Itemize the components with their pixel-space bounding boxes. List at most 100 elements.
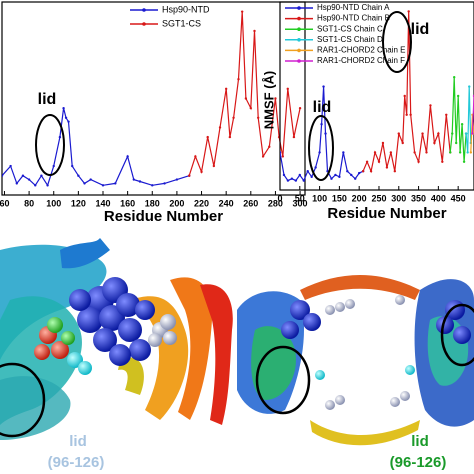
data-point — [403, 94, 406, 98]
data-point — [449, 151, 452, 154]
data-point — [21, 174, 25, 177]
legend-dot — [297, 38, 301, 42]
data-point — [64, 116, 68, 120]
data-point — [433, 141, 436, 145]
lid-label: lid — [411, 433, 429, 450]
x-tick-label: 150 — [332, 193, 347, 203]
data-point — [58, 135, 62, 139]
data-point — [460, 123, 464, 126]
x-tick-label: 400 — [431, 193, 446, 203]
data-point — [464, 132, 468, 135]
data-point — [101, 184, 105, 187]
x-tick-label: 100 — [46, 198, 61, 208]
data-point — [393, 170, 397, 173]
data-point — [361, 170, 365, 173]
plot-frame — [279, 1, 474, 191]
data-point — [244, 97, 248, 100]
data-point — [194, 155, 197, 158]
legend-label: Hsp90-NTD Chain A — [317, 3, 390, 12]
legend-label: SGT1-CS Chain D — [317, 35, 383, 44]
x-tick-label: 50 — [295, 193, 305, 203]
data-point — [218, 126, 222, 129]
data-point — [294, 179, 298, 182]
data-point — [175, 178, 179, 181]
data-point — [429, 104, 432, 107]
data-point — [425, 151, 428, 154]
data-point — [34, 184, 37, 187]
data-point — [253, 29, 256, 33]
data-point — [453, 76, 456, 79]
data-point — [405, 113, 408, 117]
data-point — [462, 160, 466, 163]
data-point — [15, 182, 18, 185]
x-tick-label: 60 — [0, 198, 9, 208]
data-point — [249, 106, 253, 110]
data-point — [126, 155, 129, 158]
data-point — [357, 171, 361, 175]
x-tick-label: 260 — [243, 198, 258, 208]
data-point — [437, 132, 440, 135]
data-point — [290, 177, 294, 180]
lid-label: lid — [69, 433, 87, 450]
data-point — [237, 78, 240, 81]
charts: 60 80 100 120 140 160 180 200 220 240 260 280 300 Res… — [0, 1, 474, 225]
data-point — [314, 166, 317, 169]
data-point — [441, 160, 444, 163]
data-point — [413, 151, 416, 154]
x-tick-label: 100 — [312, 193, 327, 203]
data-point — [292, 135, 296, 139]
legend-dot — [297, 48, 301, 53]
legend-dot — [297, 6, 301, 10]
legend-dot — [297, 16, 301, 21]
x-tick-label: 450 — [451, 193, 466, 203]
data-point — [365, 160, 369, 163]
annotation: lid — [411, 21, 430, 38]
data-point — [373, 151, 377, 154]
data-point — [256, 116, 260, 120]
data-point — [212, 164, 216, 168]
data-point — [9, 164, 12, 168]
data-point — [389, 151, 393, 154]
x-axis-label: Residue Number — [104, 208, 223, 225]
legend-label: SGT1-CS Chain C — [317, 24, 383, 33]
legend-dot — [297, 59, 301, 63]
data-point — [417, 160, 420, 163]
x-tick-label: 180 — [145, 198, 160, 208]
y-axis-label: NMSF (Å) — [261, 71, 276, 130]
x-tick-label: 300 — [391, 193, 406, 203]
data-point — [354, 177, 357, 180]
legend-label: Hsp90-NTD — [162, 4, 210, 14]
series-line — [449, 77, 467, 162]
data-point — [200, 170, 203, 174]
data-point — [240, 10, 244, 13]
data-point — [320, 123, 323, 126]
annotation: lid — [38, 91, 57, 108]
series-line — [2, 107, 190, 187]
data-point — [206, 135, 209, 139]
data-point — [466, 151, 469, 154]
x-tick-label: 0 — [277, 193, 282, 203]
data-point — [302, 179, 305, 182]
data-point — [318, 151, 321, 154]
annotation-ellipse — [382, 11, 412, 73]
data-point — [114, 182, 117, 185]
data-point — [350, 173, 353, 177]
data-point — [151, 184, 154, 187]
data-point — [369, 170, 373, 173]
data-point — [52, 164, 55, 168]
data-point — [274, 97, 277, 100]
data-point — [71, 164, 74, 168]
legend-dot — [142, 8, 146, 12]
x-tick-label: 200 — [169, 198, 184, 208]
data-point — [163, 182, 166, 185]
data-point — [224, 87, 228, 91]
lid-range: (96-126) — [48, 454, 105, 471]
data-point — [298, 106, 302, 110]
chart: 0 50 100 150 200 250 300 350 400 450 Residue Numbe… — [261, 1, 474, 222]
legend-label: RAR1-CHORD2 Chain E — [317, 46, 405, 55]
data-point — [397, 132, 400, 135]
data-point — [338, 175, 341, 179]
data-point — [458, 151, 462, 154]
data-point — [27, 178, 31, 181]
